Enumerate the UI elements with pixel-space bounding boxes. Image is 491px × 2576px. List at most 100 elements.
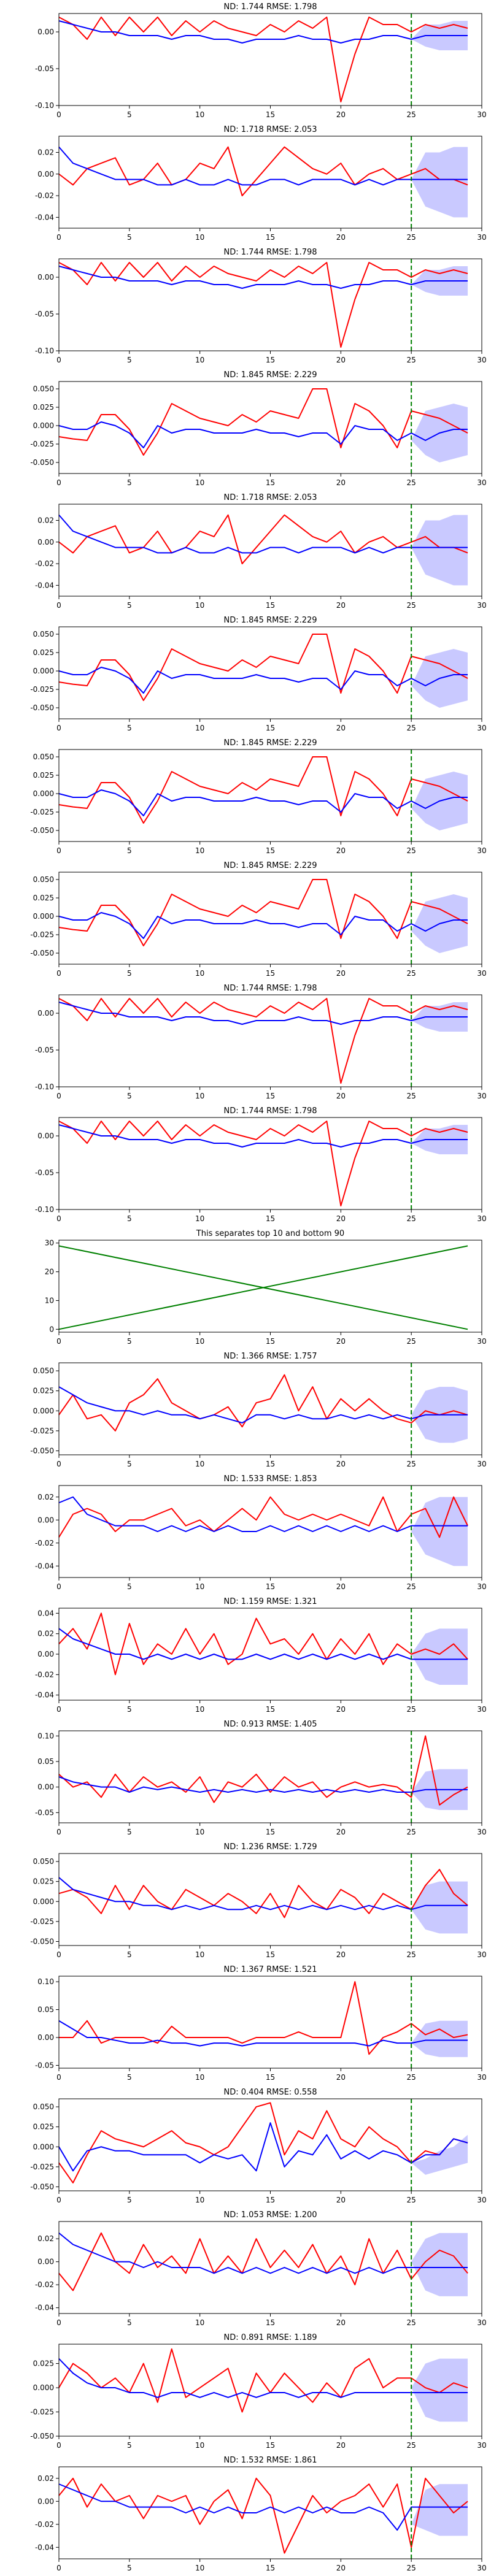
x-tick-label: 0 [56, 1582, 61, 1591]
x-tick-label: 10 [195, 1582, 204, 1591]
y-tick-label: -0.025 [30, 2163, 54, 2171]
predicted-series-line [58, 789, 468, 816]
x-tick-label: 20 [336, 2318, 346, 2327]
x-tick-label: 15 [266, 2564, 275, 2572]
y-tick-label: 0.050 [33, 1367, 54, 1375]
x-tick-label: 25 [407, 478, 416, 487]
x-tick-label: 20 [336, 1828, 346, 1836]
predicted-series-line [58, 2232, 468, 2274]
y-tick-label: -0.025 [30, 685, 54, 694]
y-tick-label: 0.000 [33, 667, 54, 675]
y-tick-label: 0.025 [33, 1387, 54, 1395]
uncertainty-band [411, 2020, 468, 2057]
y-tick-label: -0.10 [35, 1205, 54, 1214]
axes-frame [58, 1976, 482, 2069]
x-tick-label: 20 [336, 969, 346, 978]
y-tick-label: -0.05 [35, 1046, 54, 1054]
x-tick-label: 5 [127, 478, 132, 487]
y-tick-label: -0.10 [35, 101, 54, 110]
x-tick-label: 15 [266, 233, 275, 242]
x-tick-label: 15 [266, 1092, 275, 1100]
x-tick-label: 30 [477, 1460, 486, 1468]
x-tick-label: 25 [407, 356, 416, 364]
x-tick-label: 15 [266, 2196, 275, 2204]
y-tick-label: 0.050 [33, 875, 54, 884]
x-tick-label: 30 [477, 2441, 486, 2450]
x-tick-label: 5 [127, 233, 132, 242]
x-tick-label: 5 [127, 1705, 132, 1714]
x-tick-label: 0 [56, 2318, 61, 2327]
actual-series-line [58, 2232, 468, 2291]
y-tick-label: 0.00 [37, 273, 54, 282]
x-tick-label: 30 [477, 2196, 486, 2204]
chart-title: ND: 1.744 RMSE: 1.798 [223, 2, 317, 12]
y-tick-label: 0.000 [33, 1897, 54, 1906]
predicted-series-line [58, 1386, 468, 1424]
x-tick-label: 20 [336, 2564, 346, 2572]
chart-panel-17: ND: 0.404 RMSE: 0.558 0 5 10 15 20 25 30 -0.050 -… [30, 2088, 486, 2204]
y-tick-label: 0.00 [37, 2033, 54, 2042]
actual-series-line [58, 17, 468, 102]
actual-series-line [58, 1735, 468, 1806]
x-tick-label: 10 [195, 478, 204, 487]
y-tick-label: 0.000 [33, 789, 54, 798]
predicted-series-line [58, 1002, 468, 1025]
uncertainty-band [411, 1628, 468, 1685]
actual-series-line [58, 388, 468, 456]
x-tick-label: 30 [477, 846, 486, 855]
y-tick-label: 0.025 [33, 771, 54, 780]
x-tick-label: 0 [56, 478, 61, 487]
chart-panel-20: ND: 1.532 RMSE: 1.861 0 5 10 15 20 25 30 -0.04 -0… [35, 2456, 487, 2572]
chart-title: ND: 1.744 RMSE: 1.798 [223, 984, 317, 993]
x-tick-label: 5 [127, 601, 132, 610]
chart-title: ND: 1.053 RMSE: 1.200 [223, 2210, 317, 2220]
x-tick-label: 5 [127, 1214, 132, 1223]
x-tick-label: 10 [195, 1950, 204, 1959]
predicted-series-line [58, 146, 468, 186]
x-tick-label: 10 [195, 2441, 204, 2450]
chart-panel-13: ND: 1.159 RMSE: 1.321 0 5 10 15 20 25 30 -0.04 -0… [35, 1597, 487, 1714]
y-tick-label: 0.050 [33, 2103, 54, 2111]
uncertainty-band [411, 147, 468, 218]
chart-title: ND: 1.367 RMSE: 1.521 [223, 1965, 317, 1974]
x-tick-label: 10 [195, 356, 204, 364]
x-tick-label: 0 [56, 2073, 61, 2082]
x-tick-label: 10 [195, 1092, 204, 1100]
x-tick-label: 20 [336, 1337, 346, 1346]
y-tick-label: 0.02 [37, 2474, 54, 2483]
predicted-series-line [58, 421, 468, 448]
x-tick-label: 0 [56, 2196, 61, 2204]
chart-title: ND: 1.845 RMSE: 2.229 [223, 738, 317, 748]
x-tick-label: 20 [336, 1092, 346, 1100]
y-tick-label: -0.025 [30, 1427, 54, 1435]
y-tick-label: 0.00 [37, 1132, 54, 1140]
axes-frame [58, 2098, 482, 2191]
x-tick-label: 5 [127, 724, 132, 732]
predicted-series-line [58, 667, 468, 694]
x-tick-label: 25 [407, 724, 416, 732]
predicted-series-line [58, 20, 468, 44]
x-tick-label: 20 [336, 1705, 346, 1714]
x-tick-label: 10 [195, 846, 204, 855]
actual-series-line [58, 262, 468, 348]
chart-title: ND: 0.404 RMSE: 0.558 [223, 2088, 317, 2097]
x-tick-label: 10 [195, 2564, 204, 2572]
x-tick-label: 25 [407, 2073, 416, 2082]
x-tick-label: 30 [477, 2073, 486, 2082]
y-tick-label: 0.00 [37, 2258, 54, 2266]
x-tick-label: 20 [336, 1214, 346, 1223]
x-tick-label: 10 [195, 969, 204, 978]
y-tick-label: -0.02 [35, 2520, 54, 2529]
x-tick-label: 30 [477, 1705, 486, 1714]
x-tick-label: 5 [127, 969, 132, 978]
x-tick-label: 30 [477, 1582, 486, 1591]
y-tick-label: -0.04 [35, 1691, 54, 1700]
predicted-series-line [58, 1124, 468, 1148]
x-tick-label: 20 [336, 110, 346, 119]
x-tick-label: 20 [336, 2073, 346, 2082]
y-tick-label: -0.025 [30, 2408, 54, 2417]
x-tick-label: 30 [477, 1337, 486, 1346]
y-tick-label: 30 [45, 1239, 54, 1248]
x-tick-label: 20 [336, 846, 346, 855]
